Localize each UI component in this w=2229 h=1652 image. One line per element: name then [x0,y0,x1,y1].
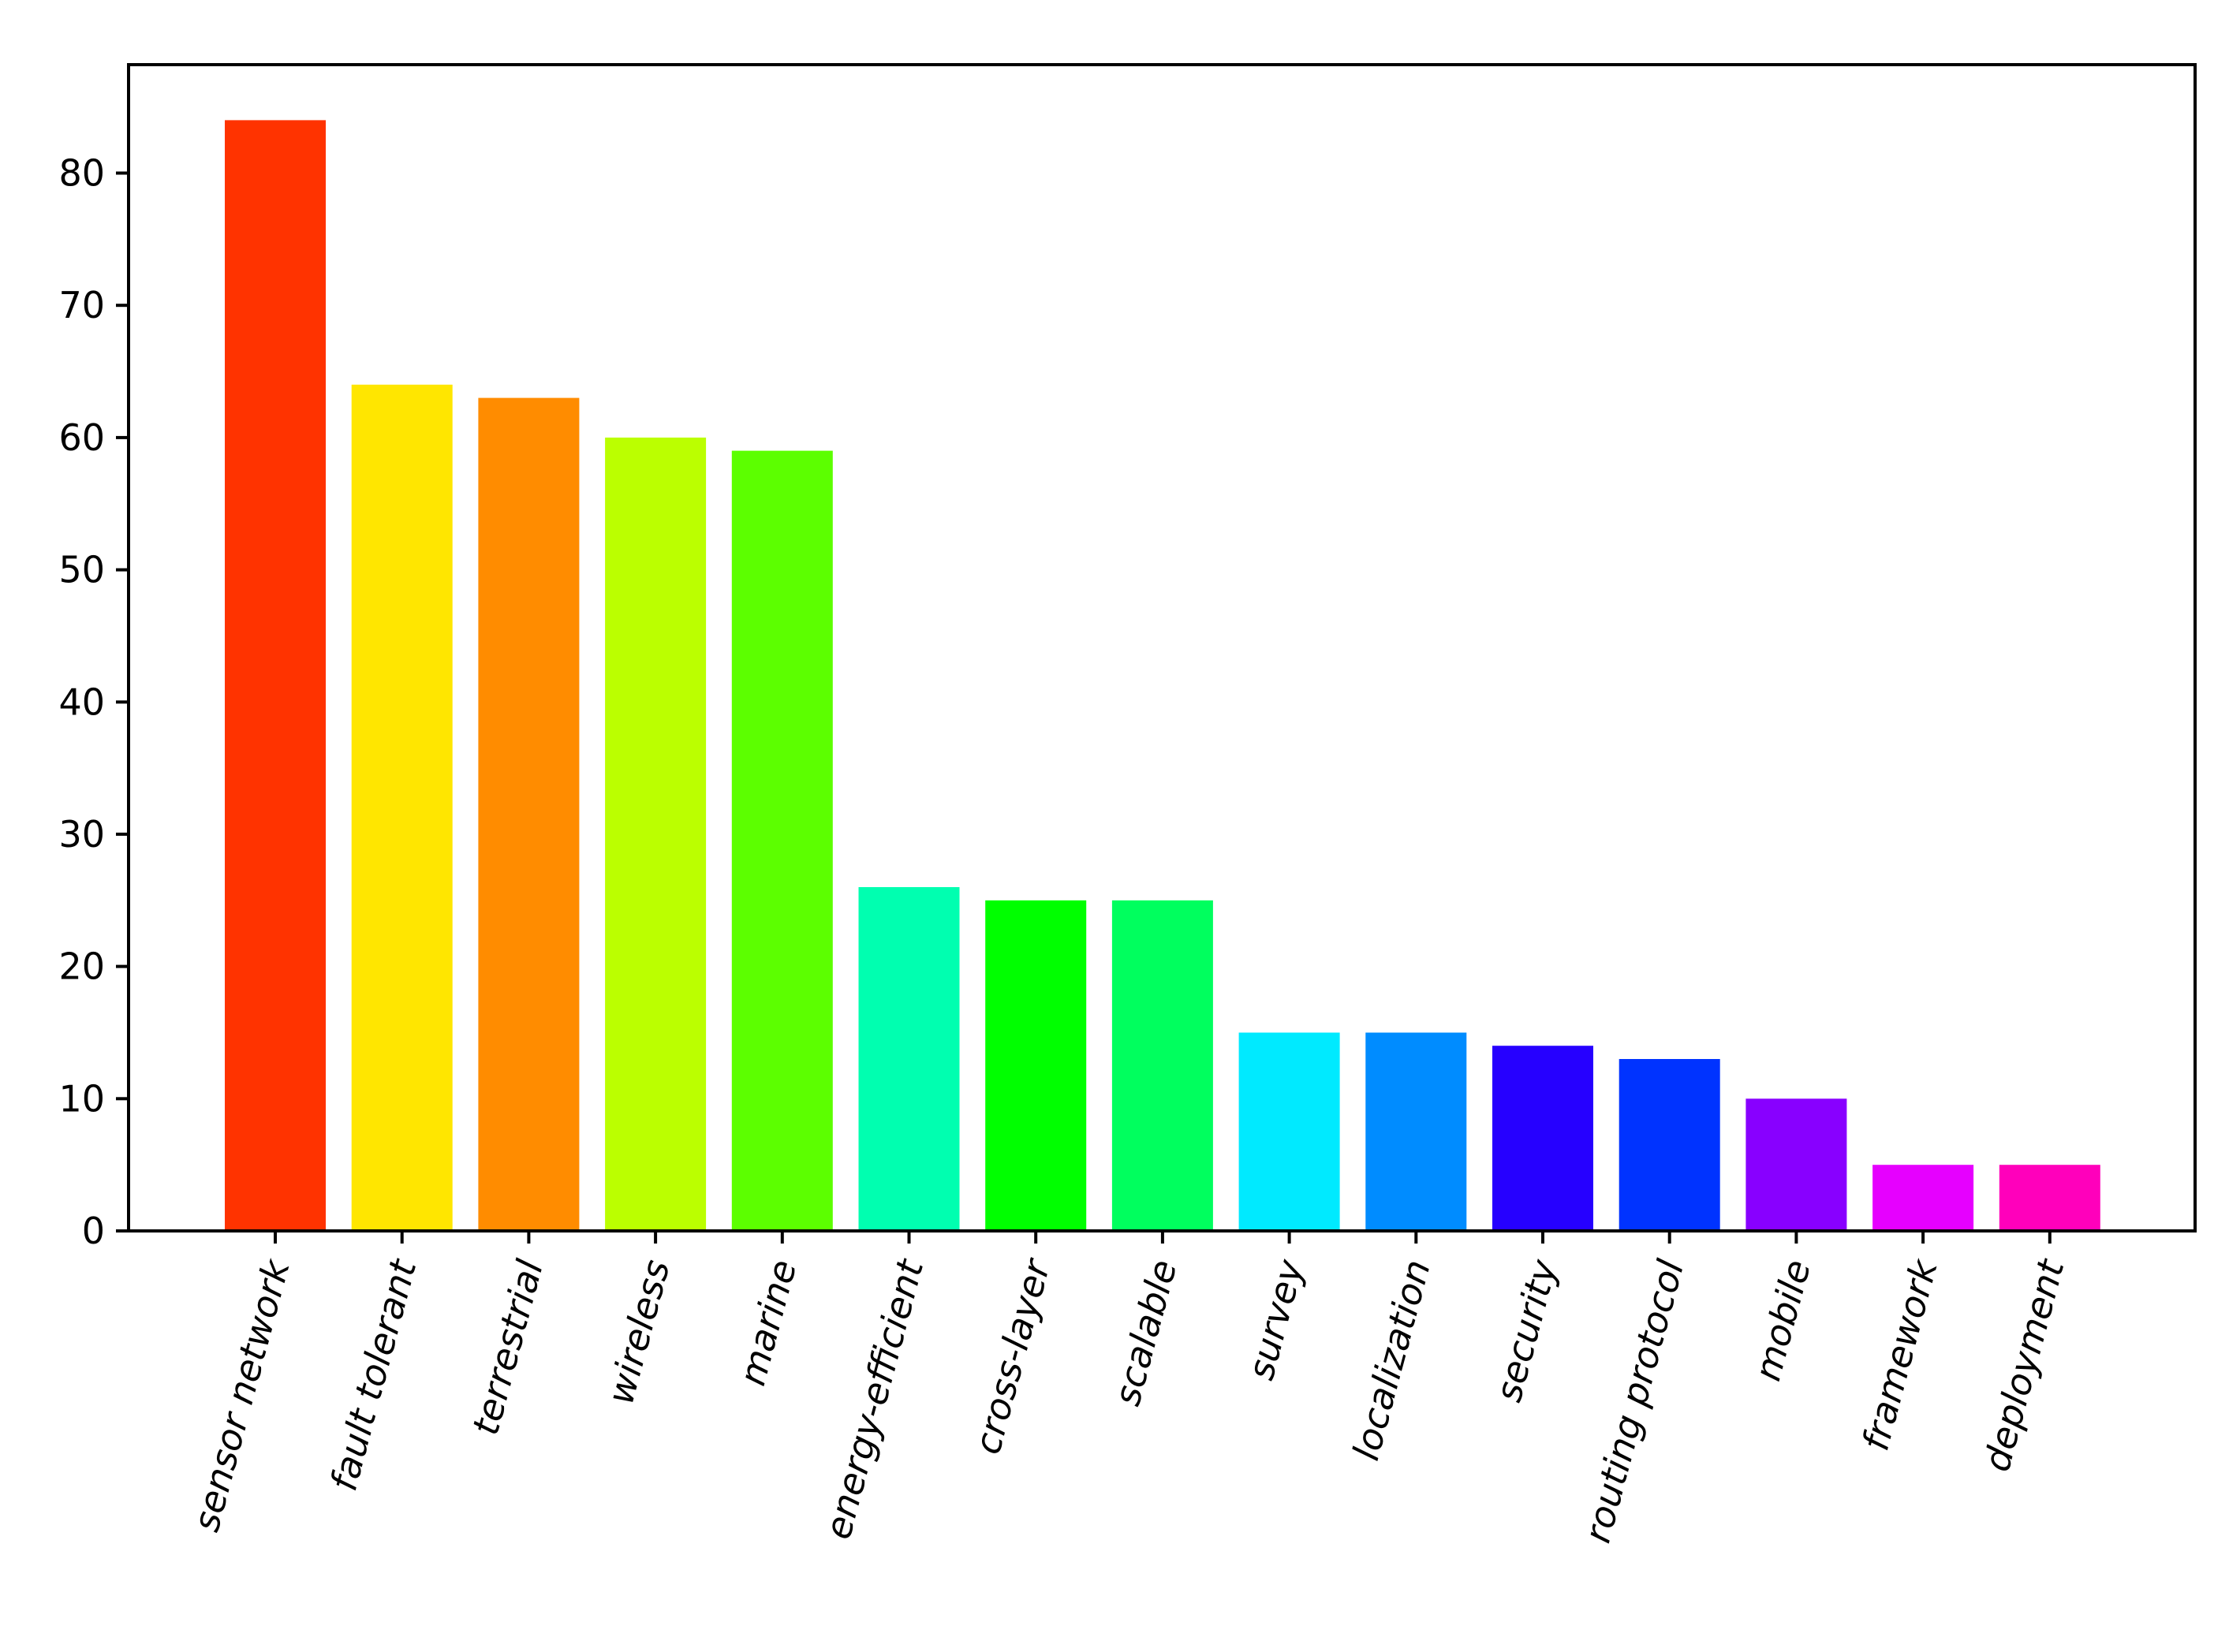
y-tick-label-50: 50 [58,549,105,591]
bar-localization [1365,1032,1467,1231]
x-tick-label-localization: localization [1344,1255,1439,1465]
x-tick-label-wireless: wireless [599,1255,678,1408]
bar-marine [731,450,833,1231]
y-tick-label-60: 60 [58,416,105,459]
y-tick-label-80: 80 [58,152,105,195]
bar-security [1492,1046,1593,1231]
bar-energy-efficient [858,887,960,1231]
x-tick-label-terrestrial: terrestrial [464,1255,551,1440]
bar-framework [1872,1165,1974,1231]
x-tick-label-scalable: scalable [1106,1255,1185,1410]
bar-wireless [605,437,707,1231]
bars-group [225,120,2100,1232]
x-tick-label-routing-protocol: routing protocol [1576,1255,1693,1547]
x-axis: sensor network fault tolerant terrestrial w… [185,1231,2073,1547]
bar-scalable [1111,900,1213,1231]
x-tick-label-fault-tolerant: fault tolerant [322,1254,424,1495]
x-tick-label-framework: framework [1854,1254,1946,1456]
x-tick-label-cross-layer: cross-layer [965,1253,1058,1459]
bar-fault-tolerant [351,384,453,1231]
bar-routing-protocol [1619,1059,1720,1231]
bar-survey [1238,1032,1340,1231]
x-tick-label-marine: marine [730,1255,805,1390]
bar-cross-layer [985,900,1087,1231]
bar-sensor-network [225,120,326,1231]
x-tick-label-sensor-network: sensor network [185,1254,298,1536]
y-tick-label-70: 70 [58,284,105,326]
y-tick-label-10: 10 [58,1077,105,1120]
y-tick-label-40: 40 [58,681,105,723]
y-tick-label-20: 20 [58,945,105,988]
plot-frame [127,63,2197,1232]
x-tick-label-security: security [1487,1255,1566,1406]
y-axis: 0 10 20 30 40 50 60 70 80 [58,152,129,1252]
x-tick-label-deployment: deployment [1975,1254,2073,1476]
bar-terrestrial [478,397,580,1232]
bar-deployment [1999,1165,2100,1231]
y-tick-label-30: 30 [58,813,105,856]
x-tick-label-survey: survey [1239,1255,1312,1384]
y-tick-label-0: 0 [82,1210,105,1252]
bar-mobile [1745,1098,1847,1231]
x-tick-label-energy-efficient: energy-efficient [816,1254,932,1543]
x-tick-label-mobile: mobile [1745,1255,1819,1385]
